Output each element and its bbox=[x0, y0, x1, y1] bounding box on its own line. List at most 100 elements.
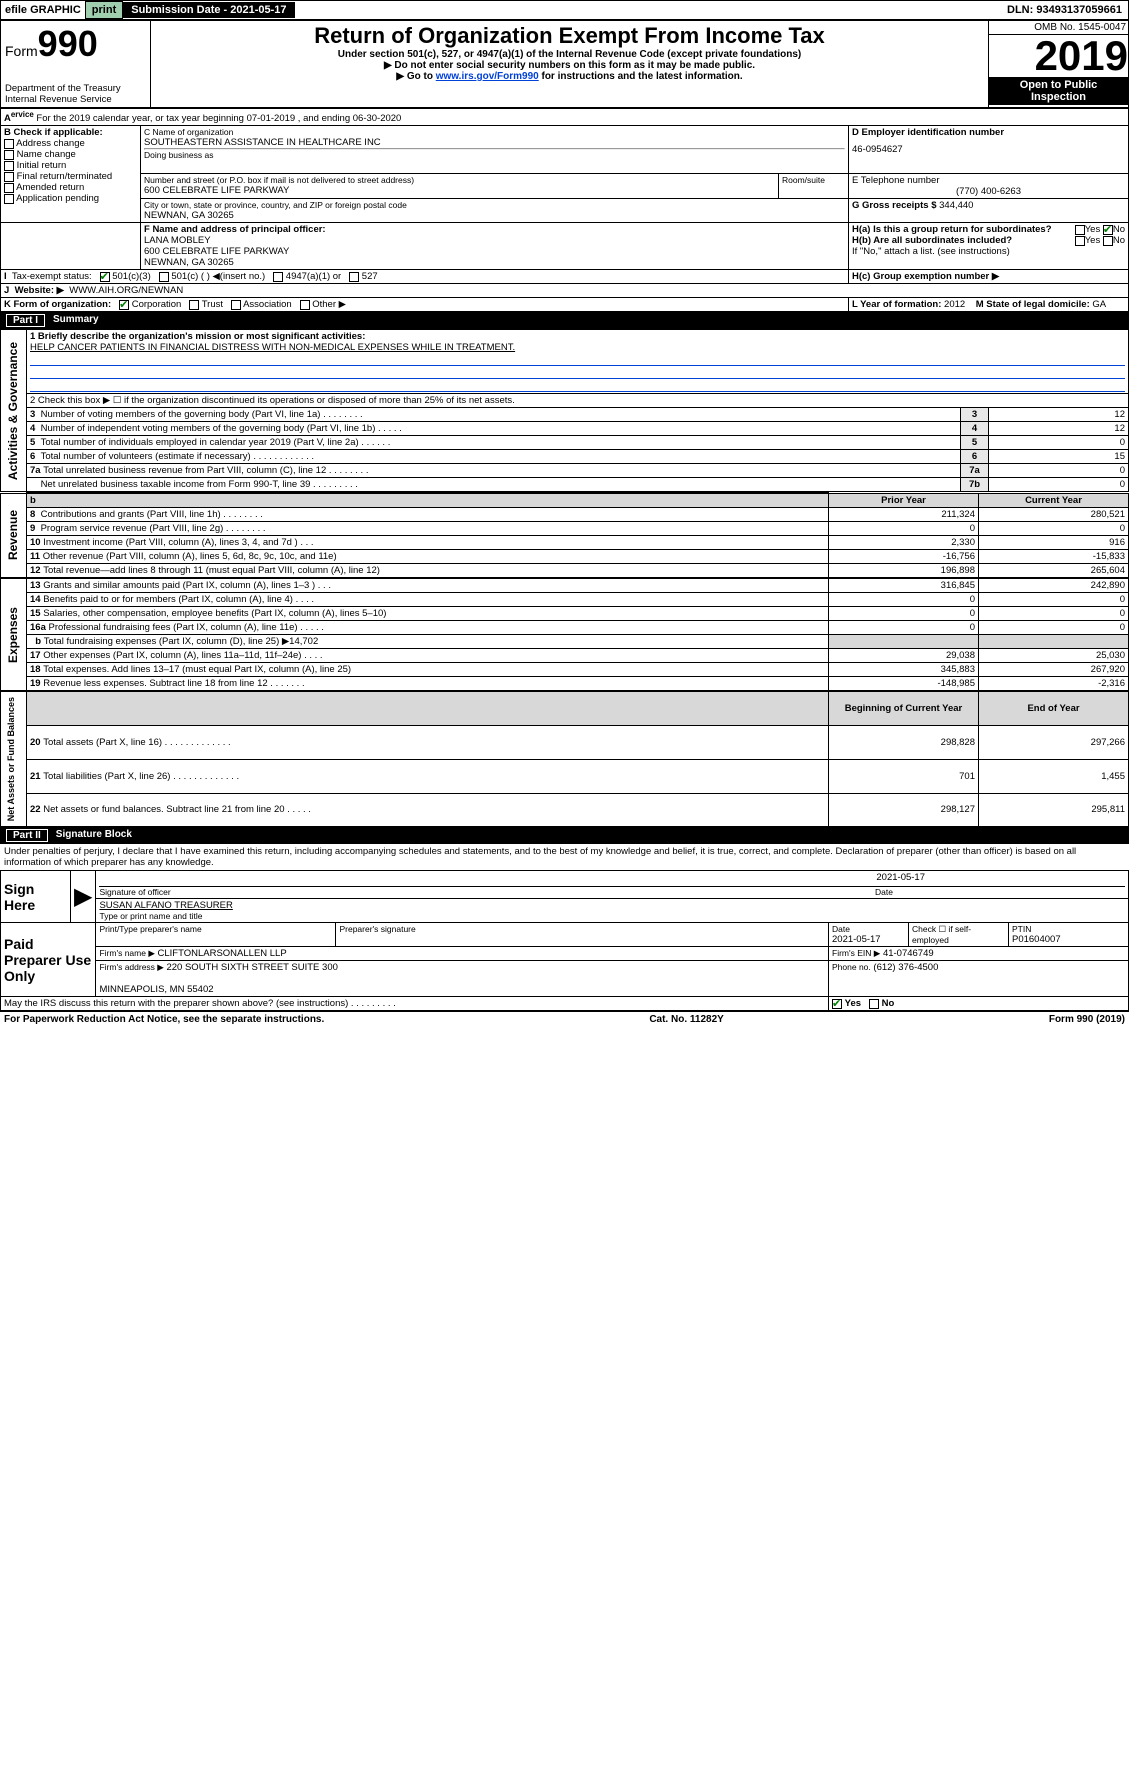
line-a: Aervice For the 2019 calendar year, or t… bbox=[1, 109, 1129, 126]
check-4947[interactable] bbox=[273, 272, 283, 282]
mission-text: HELP CANCER PATIENTS IN FINANCIAL DISTRE… bbox=[30, 342, 1125, 353]
form-number: 990 bbox=[38, 23, 98, 64]
check-initial-return[interactable]: Initial return bbox=[4, 160, 137, 171]
exp-row-19: 19 Revenue less expenses. Subtract line … bbox=[27, 677, 829, 691]
check-final-return[interactable]: Final return/terminated bbox=[4, 171, 137, 182]
net-row-21: 21 Total liabilities (Part X, line 26) .… bbox=[27, 759, 829, 793]
net-assets-table: Net Assets or Fund Balances Beginning of… bbox=[0, 691, 1129, 827]
ptin-value: P01604007 bbox=[1012, 934, 1061, 945]
exp-row-15: 15 Salaries, other compensation, employe… bbox=[27, 607, 829, 621]
rev-row-9: 9 Program service revenue (Part VIII, li… bbox=[27, 522, 829, 536]
rev-row-8: 8 Contributions and grants (Part VIII, l… bbox=[27, 508, 829, 522]
print-button[interactable]: print bbox=[85, 1, 123, 19]
hb-yes[interactable] bbox=[1075, 236, 1085, 246]
discuss-yes[interactable] bbox=[832, 999, 842, 1009]
sig-date: 2021-05-17 bbox=[99, 872, 1125, 886]
dln-label: DLN: 93493137059661 bbox=[1001, 2, 1128, 18]
city-label: City or town, state or province, country… bbox=[144, 200, 845, 210]
prep-date-value: 2021-05-17 bbox=[832, 934, 905, 945]
box-lm: L Year of formation: 2012 M State of leg… bbox=[849, 298, 1129, 312]
part-1-header: Part ISummary bbox=[0, 312, 1129, 329]
room-label: Room/suite bbox=[779, 174, 849, 199]
gross-receipts: G Gross receipts $ 344,440 bbox=[849, 199, 1129, 223]
gov-row-6: 6 Total number of volunteers (estimate i… bbox=[27, 450, 961, 464]
box-k: K Form of organization: Corporation Trus… bbox=[1, 298, 849, 312]
declaration: Under penalties of perjury, I declare th… bbox=[0, 844, 1129, 870]
signature-table: Sign Here ▶ 2021-05-17 Signature of offi… bbox=[0, 870, 1129, 1011]
firm-phone: Phone no. (612) 376-4500 bbox=[829, 961, 1129, 997]
org-name: SOUTHEASTERN ASSISTANCE IN HEALTHCARE IN… bbox=[144, 137, 845, 148]
form990-link[interactable]: www.irs.gov/Form990 bbox=[436, 71, 539, 82]
mission-q: 1 Briefly describe the organization's mi… bbox=[30, 331, 1125, 342]
officer-value: LANA MOBLEY 600 CELEBRATE LIFE PARKWAY N… bbox=[144, 235, 845, 268]
exp-row-16a: 16a Professional fundraising fees (Part … bbox=[27, 621, 829, 635]
form-subtitle-3: ▶ Go to www.irs.gov/Form990 for instruct… bbox=[155, 71, 984, 82]
city-value: NEWNAN, GA 30265 bbox=[144, 210, 845, 221]
h-b-note: If "No," attach a list. (see instruction… bbox=[852, 246, 1125, 257]
rev-row-12: 12 Total revenue—add lines 8 through 11 … bbox=[27, 564, 829, 578]
hb-no[interactable] bbox=[1103, 236, 1113, 246]
h-b: H(b) Are all subordinates included? Yes … bbox=[852, 235, 1125, 246]
phone-value: (770) 400-6263 bbox=[852, 186, 1125, 197]
check-501c[interactable] bbox=[159, 272, 169, 282]
check-527[interactable] bbox=[349, 272, 359, 282]
sig-officer-label: Signature of officer bbox=[99, 887, 875, 897]
check-trust[interactable] bbox=[189, 300, 199, 310]
gov-row-5: 5 Total number of individuals employed i… bbox=[27, 436, 961, 450]
dept-label: Department of the Treasury Internal Reve… bbox=[5, 83, 146, 105]
box-j: J Website: ▶ WWW.AIH.ORG/NEWNAN bbox=[1, 284, 1129, 298]
prep-sig-label: Preparer's signature bbox=[339, 924, 825, 934]
sig-date-label: Date bbox=[875, 887, 1125, 897]
discuss-question: May the IRS discuss this return with the… bbox=[1, 997, 829, 1011]
ein-label: D Employer identification number bbox=[852, 127, 1125, 138]
check-corp[interactable] bbox=[119, 300, 129, 310]
officer-name-label: Type or print name and title bbox=[99, 911, 1125, 921]
check-other[interactable] bbox=[300, 300, 310, 310]
summary-table: Activities & Governance 1 Briefly descri… bbox=[0, 329, 1129, 492]
footer-right: Form 990 (2019) bbox=[1049, 1014, 1125, 1025]
phone-label: E Telephone number bbox=[852, 175, 1125, 186]
form-title: Return of Organization Exempt From Incom… bbox=[155, 23, 984, 49]
exp-row-17: 17 Other expenses (Part IX, column (A), … bbox=[27, 649, 829, 663]
firm-address: Firm's address ▶ 220 SOUTH SIXTH STREET … bbox=[96, 961, 829, 997]
line-2: 2 Check this box ▶ ☐ if the organization… bbox=[27, 394, 1129, 408]
check-name-change[interactable]: Name change bbox=[4, 149, 137, 160]
h-a: H(a) Is this a group return for subordin… bbox=[852, 224, 1125, 235]
tax-year: 2019 bbox=[989, 35, 1128, 77]
check-app-pending[interactable]: Application pending bbox=[4, 193, 137, 204]
box-b-label: B Check if applicable: bbox=[4, 127, 137, 138]
exp-row-13: 13 Grants and similar amounts paid (Part… bbox=[27, 579, 829, 593]
check-assoc[interactable] bbox=[231, 300, 241, 310]
ptin-label: PTIN bbox=[1012, 924, 1061, 934]
check-amended[interactable]: Amended return bbox=[4, 182, 137, 193]
efile-label: efile GRAPHIC bbox=[1, 2, 85, 18]
rev-row-11: 11 Other revenue (Part VIII, column (A),… bbox=[27, 550, 829, 564]
officer-name-value: SUSAN ALFANO TREASURER bbox=[99, 900, 1125, 911]
ha-no[interactable] bbox=[1103, 225, 1113, 235]
form-subtitle-2: ▶ Do not enter social security numbers o… bbox=[155, 60, 984, 71]
net-label: Net Assets or Fund Balances bbox=[4, 693, 18, 825]
footer-mid: Cat. No. 11282Y bbox=[649, 1014, 723, 1025]
check-self-employed[interactable]: Check ☐ if self-employed bbox=[909, 923, 1009, 946]
exp-row-14: 14 Benefits paid to or for members (Part… bbox=[27, 593, 829, 607]
open-public-badge: Open to Public Inspection bbox=[989, 77, 1128, 105]
form-subtitle-1: Under section 501(c), 527, or 4947(a)(1)… bbox=[155, 49, 984, 60]
street-value: 600 CELEBRATE LIFE PARKWAY bbox=[144, 185, 775, 196]
check-501c3[interactable] bbox=[100, 272, 110, 282]
org-name-label: C Name of organization bbox=[144, 127, 845, 137]
revenue-table: Revenue b Prior Year Current Year 8 Cont… bbox=[0, 492, 1129, 578]
net-row-22: 22 Net assets or fund balances. Subtract… bbox=[27, 793, 829, 827]
form-label: Form990 bbox=[5, 43, 98, 59]
gov-row-4: 4 Number of independent voting members o… bbox=[27, 422, 961, 436]
check-address-change[interactable]: Address change bbox=[4, 138, 137, 149]
paid-preparer-label: Paid Preparer Use Only bbox=[1, 923, 96, 997]
gov-row-7b: Net unrelated business taxable income fr… bbox=[27, 478, 961, 492]
officer-label: F Name and address of principal officer: bbox=[144, 224, 845, 235]
exp-row-16b: b Total fundraising expenses (Part IX, c… bbox=[27, 635, 829, 649]
net-row-20: 20 Total assets (Part X, line 16) . . . … bbox=[27, 725, 829, 759]
street-label: Number and street (or P.O. box if mail i… bbox=[144, 175, 775, 185]
discuss-no[interactable] bbox=[869, 999, 879, 1009]
ha-yes[interactable] bbox=[1075, 225, 1085, 235]
form-header: Form990 Department of the Treasury Inter… bbox=[0, 20, 1129, 108]
sign-here-label: Sign Here bbox=[1, 871, 71, 923]
